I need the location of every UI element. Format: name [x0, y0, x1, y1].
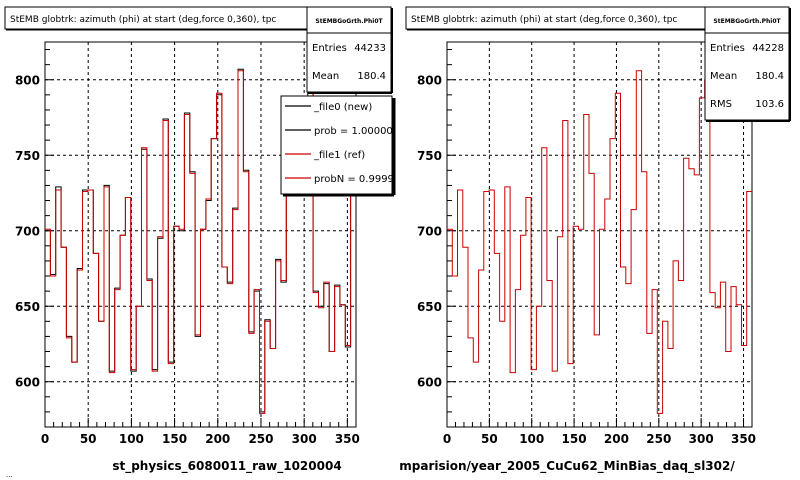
stats-label: Entries — [312, 43, 347, 54]
x-tick-label: 0 — [41, 432, 49, 446]
chart-panel-2: 0 50 100 150 200 250 300 350 600 650 700 750 800 mpar… — [399, 6, 791, 474]
y-tick-label: 700 — [417, 225, 442, 239]
x-tick-label: 50 — [481, 432, 498, 446]
x-tick-label: 300 — [689, 432, 714, 446]
legend-entries: _file0 (new) prob = 1.000000 _file1 (ref) p… — [285, 102, 407, 185]
legend-label: probN = 0.999910 — [314, 174, 407, 185]
chart-title: StEMB globtrk: azimuth (phi) at start (d… — [10, 15, 276, 25]
x-tick-label: 200 — [604, 432, 629, 446]
legend-label: prob = 1.000000 — [314, 126, 399, 137]
x-tick-label: 100 — [119, 432, 144, 446]
stats-value: 103.6 — [755, 99, 784, 110]
stats-value: 44233 — [354, 43, 386, 54]
y-tick-label: 800 — [15, 74, 40, 88]
legend-label: _file0 (new) — [313, 102, 372, 113]
stats-label: Entries — [710, 43, 745, 54]
stats-value: 180.4 — [357, 71, 386, 82]
stats-value: 44228 — [752, 43, 784, 54]
x-axis-label: st_physics_6080011_raw_1020004 — [112, 459, 341, 474]
x-tick-label: 350 — [731, 432, 756, 446]
x-tick-label: 100 — [519, 432, 544, 446]
x-tick-label: 50 — [80, 432, 97, 446]
x-tick-label: 250 — [646, 432, 671, 446]
y-tick-label: 650 — [15, 300, 40, 314]
y-tick-label: 700 — [15, 225, 40, 239]
stats-label: Mean — [312, 71, 339, 82]
footer-fragment: ... — [6, 471, 13, 479]
x-tick-label: 0 — [443, 432, 451, 446]
y-tick-label: 650 — [417, 300, 442, 314]
legend-label: _file1 (ref) — [313, 150, 365, 161]
chart-title: StEMB globtrk: azimuth (phi) at start (d… — [411, 15, 677, 25]
y-tick-label: 800 — [417, 74, 442, 88]
y-tick-label: 750 — [417, 149, 442, 163]
legend: _file0 (new) prob = 1.000000 _file1 (ref) p… — [280, 95, 407, 197]
x-tick-label: 200 — [205, 432, 230, 446]
stats-label: Mean — [710, 71, 737, 82]
stats-box — [306, 6, 392, 93]
chart-panel-1: 0 50 100 150 200 250 300 350 600 650 700 750 800 st_p… — [4, 6, 407, 474]
stats-label: RMS — [710, 99, 732, 110]
stats-name: StEMBGoGrth.Phi0T — [315, 18, 383, 25]
y-tick-label: 600 — [417, 376, 442, 390]
stats-name: StEMBGoGrth.Phi0T — [713, 18, 781, 25]
series-line-1 — [447, 70, 752, 414]
x-axis-label: mparision/year_2005_CuCu62_MinBias_daq_s… — [399, 459, 735, 474]
x-tick-label: 150 — [162, 432, 187, 446]
y-tick-label: 750 — [15, 149, 40, 163]
x-tick-label: 250 — [248, 432, 273, 446]
stats-value: 180.4 — [755, 71, 784, 82]
x-tick-label: 150 — [562, 432, 587, 446]
y-tick-label: 600 — [15, 376, 40, 390]
x-tick-label: 350 — [335, 432, 360, 446]
x-tick-label: 300 — [292, 432, 317, 446]
